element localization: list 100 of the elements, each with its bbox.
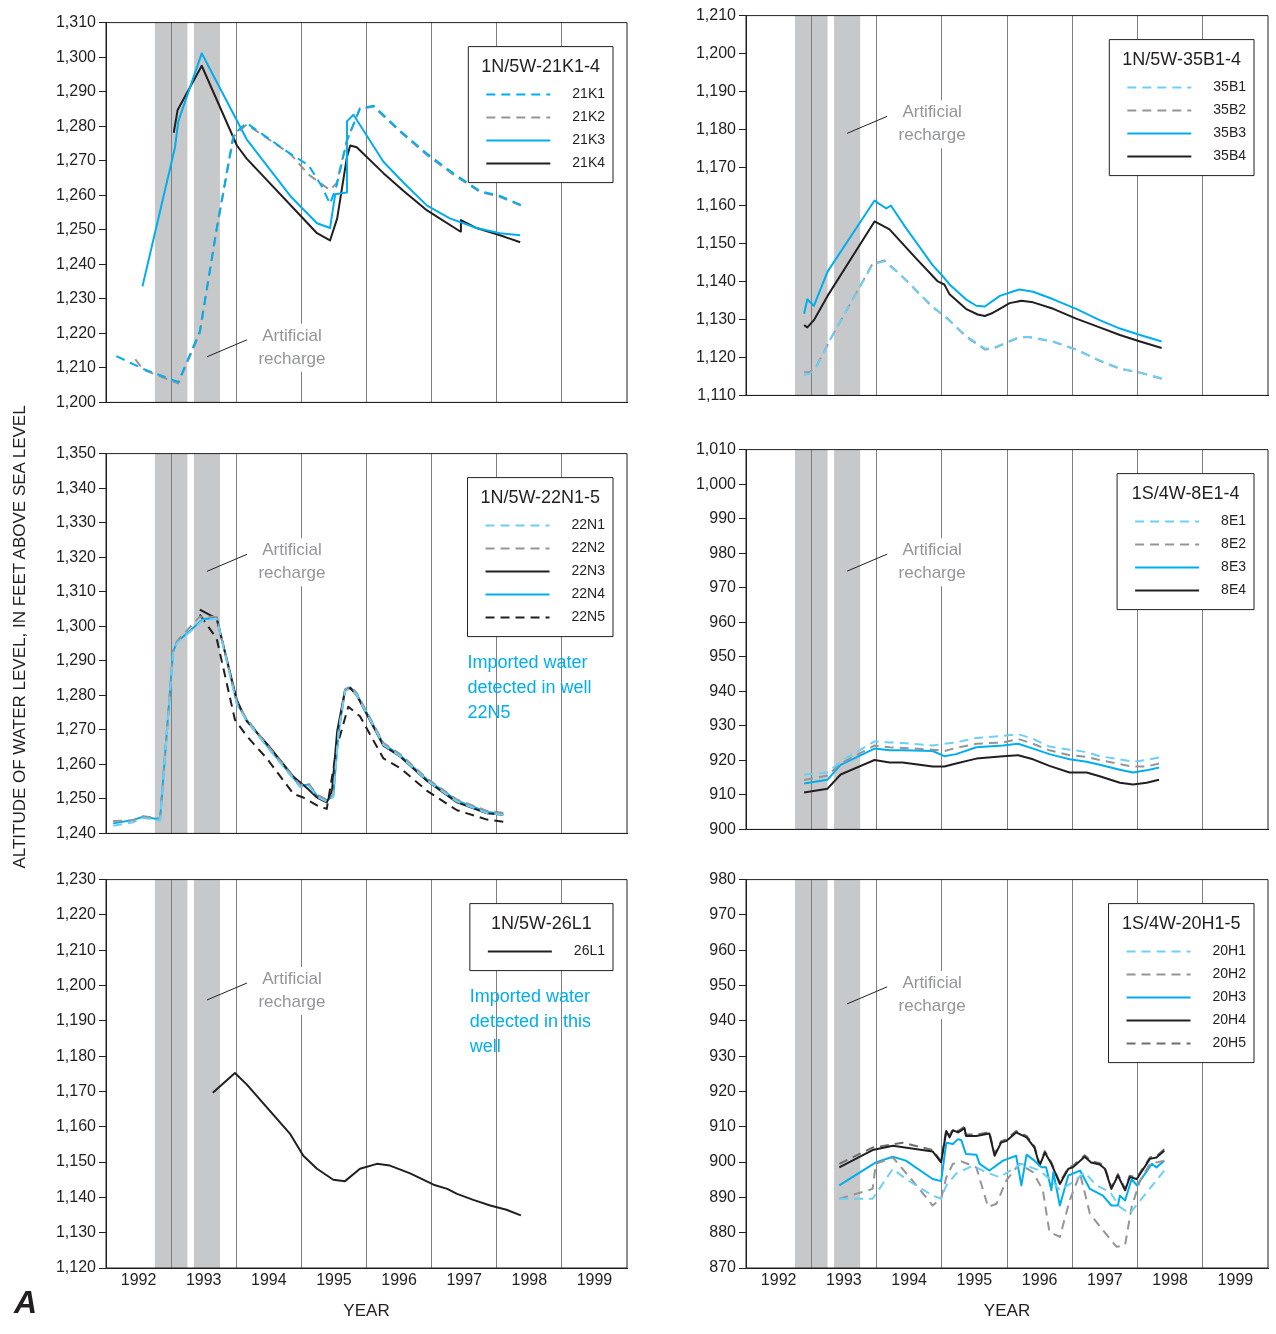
- y-tick-label: 1,220: [55, 323, 97, 341]
- y-tick-label: 940: [709, 681, 737, 699]
- y-tick-label: 1,190: [695, 81, 737, 99]
- x-tick-label: 1994: [251, 1271, 287, 1289]
- legend-label: 35B3: [1213, 124, 1247, 141]
- text: A: [14, 1284, 38, 1321]
- y-tick-label: 1,000: [695, 474, 737, 492]
- y-tick-label: 1,270: [55, 151, 97, 169]
- y-tick-label: 890: [709, 1187, 737, 1205]
- legend-label: 21K4: [572, 154, 606, 171]
- y-tick-label: 910: [709, 1117, 737, 1135]
- legend-title: 1N/5W-21K1-4: [481, 55, 601, 76]
- x-tick-label: 1999: [1217, 1271, 1254, 1289]
- y-tick-label: 1,160: [55, 1117, 97, 1135]
- band-label: Artificial recharge: [258, 968, 326, 1011]
- y-tick-label: 1,250: [55, 789, 97, 807]
- y-tick-label: 1,180: [695, 119, 737, 137]
- legend-label: 35B1: [1213, 78, 1247, 95]
- y-tick-label: 920: [709, 750, 737, 768]
- y-axis-title: ALTITUDE OF WATER LEVEL, IN FEET ABOVE SEA LEVEL: [10, 404, 30, 869]
- y-tick-label: 980: [709, 543, 737, 561]
- x-tick-label: 1995: [316, 1271, 352, 1289]
- x-tick-label: 1995: [956, 1271, 993, 1289]
- y-tick-label: 1,140: [695, 271, 737, 289]
- y-tick-label: 1,200: [55, 392, 97, 410]
- y-tick-label: 1,190: [55, 1011, 97, 1029]
- legend-label: 22N5: [571, 608, 606, 625]
- legend-label: 20H5: [1212, 1034, 1247, 1051]
- legend-label: 21K1: [572, 85, 606, 102]
- y-tick-label: 1,170: [695, 157, 737, 175]
- y-tick-label: 990: [709, 509, 737, 527]
- legend-label: 22N3: [571, 562, 606, 579]
- y-tick-label: 1,200: [695, 43, 737, 61]
- band-label: Artificial recharge: [898, 102, 966, 145]
- y-tick-label: 930: [709, 716, 737, 734]
- legend-label: 8E3: [1221, 558, 1247, 575]
- y-tick-label: 900: [709, 819, 737, 837]
- legend-label: 26L1: [573, 942, 606, 959]
- y-tick-label: 910: [709, 785, 737, 803]
- x-tick-label: 1997: [446, 1271, 483, 1289]
- y-tick-label: 970: [709, 905, 737, 923]
- y-tick-label: 1,260: [55, 185, 97, 203]
- y-tick-label: 1,220: [55, 905, 97, 923]
- y-tick-label: 950: [709, 975, 737, 993]
- y-tick-label: 1,010: [695, 440, 737, 458]
- legend-label: 8E2: [1221, 535, 1247, 552]
- y-tick-label: 1,120: [695, 347, 737, 365]
- x-tick-label: 1993: [826, 1271, 862, 1289]
- y-tick-label: 950: [709, 647, 737, 665]
- y-tick-label: 960: [709, 612, 737, 630]
- y-tick-label: 1,340: [55, 478, 97, 496]
- y-tick-label: 940: [709, 1011, 737, 1029]
- y-tick-label: 1,310: [55, 582, 97, 600]
- annotation: Imported water detected in well 22N5: [467, 651, 592, 722]
- legend-title: 1S/4W-8E1-4: [1131, 482, 1240, 503]
- band-label: Artificial recharge: [258, 540, 326, 583]
- legend-label: 21K3: [572, 131, 606, 148]
- line-series: [838, 1156, 1166, 1248]
- legend-label: 22N4: [571, 585, 606, 602]
- x-axis-title: YEAR: [343, 1301, 390, 1321]
- y-tick-label: 1,200: [55, 975, 97, 993]
- y-tick-label: 1,260: [55, 754, 97, 772]
- legend-title: 1S/4W-20H1-5: [1121, 912, 1241, 933]
- y-tick-label: 1,170: [55, 1081, 97, 1099]
- y-tick-label: 930: [709, 1046, 737, 1064]
- x-tick-label: 1994: [891, 1271, 928, 1289]
- y-tick-label: 1,240: [55, 823, 97, 841]
- y-tick-label: 980: [709, 870, 737, 888]
- legend-label: 20H4: [1212, 1011, 1247, 1028]
- line-series: [803, 733, 1161, 776]
- legend-label: 22N2: [571, 539, 606, 556]
- y-tick-label: 1,230: [55, 870, 97, 888]
- y-tick-label: 1,310: [55, 13, 97, 31]
- y-tick-label: 1,240: [55, 254, 97, 272]
- x-tick-label: 1992: [760, 1271, 797, 1289]
- y-tick-label: 1,210: [695, 6, 737, 24]
- x-tick-label: 1992: [120, 1271, 157, 1289]
- y-tick-label: 960: [709, 940, 737, 958]
- legend-title: 1N/5W-22N1-5: [480, 486, 601, 507]
- x-tick-label: 1998: [511, 1271, 548, 1289]
- y-tick-label: 1,230: [55, 289, 97, 307]
- y-tick-label: 1,130: [55, 1223, 97, 1241]
- x-tick-label: 1998: [1152, 1271, 1189, 1289]
- legend-label: 20H2: [1212, 965, 1247, 982]
- band-label: Artificial recharge: [898, 539, 966, 582]
- annotation: Imported water detected in this well: [468, 985, 591, 1056]
- y-tick-label: 1,120: [55, 1258, 97, 1276]
- x-tick-label: 1993: [185, 1271, 222, 1289]
- y-tick-label: 1,180: [55, 1046, 97, 1064]
- y-tick-label: 1,130: [695, 309, 737, 327]
- y-tick-label: 1,300: [55, 616, 97, 634]
- legend-title: 1N/5W-35B1-4: [1122, 48, 1242, 69]
- y-tick-label: 1,140: [55, 1187, 97, 1205]
- x-tick-label: 1996: [1021, 1271, 1058, 1289]
- y-tick-label: 1,280: [55, 116, 97, 134]
- y-tick-label: 1,210: [55, 940, 97, 958]
- legend-label: 8E4: [1221, 581, 1247, 598]
- y-tick-label: 1,320: [55, 547, 97, 565]
- y-tick-label: 1,350: [55, 444, 97, 462]
- legend-label: 20H3: [1212, 988, 1247, 1005]
